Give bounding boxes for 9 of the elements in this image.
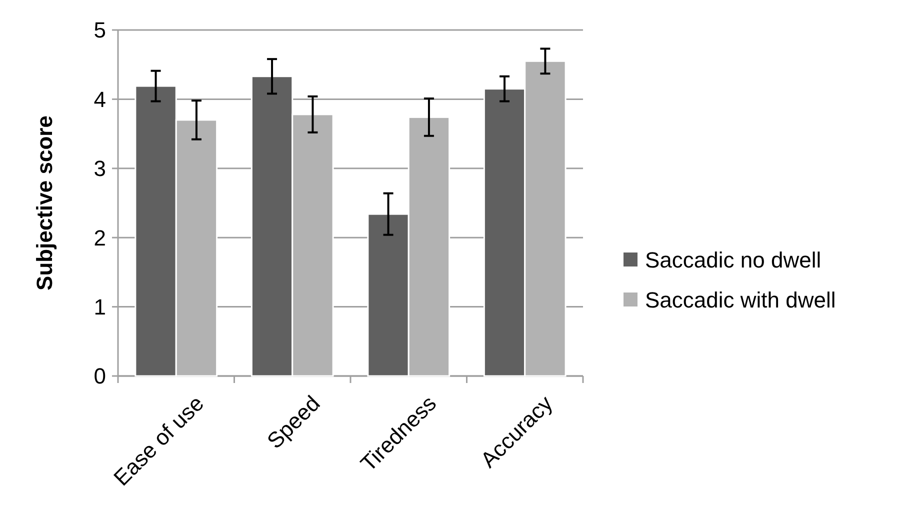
y-tick-label: 5 — [94, 18, 106, 43]
y-tick-label: 0 — [94, 364, 106, 389]
legend-label: Saccadic with dwell — [645, 288, 836, 313]
y-tick-label: 4 — [94, 86, 106, 112]
legend-label: Saccadic no dwell — [645, 248, 822, 273]
y-axis-title: Subjective score — [32, 116, 57, 290]
y-tick-label: 1 — [94, 294, 106, 320]
y-tick-label: 3 — [94, 156, 106, 182]
y-tick-label: 2 — [94, 225, 106, 250]
